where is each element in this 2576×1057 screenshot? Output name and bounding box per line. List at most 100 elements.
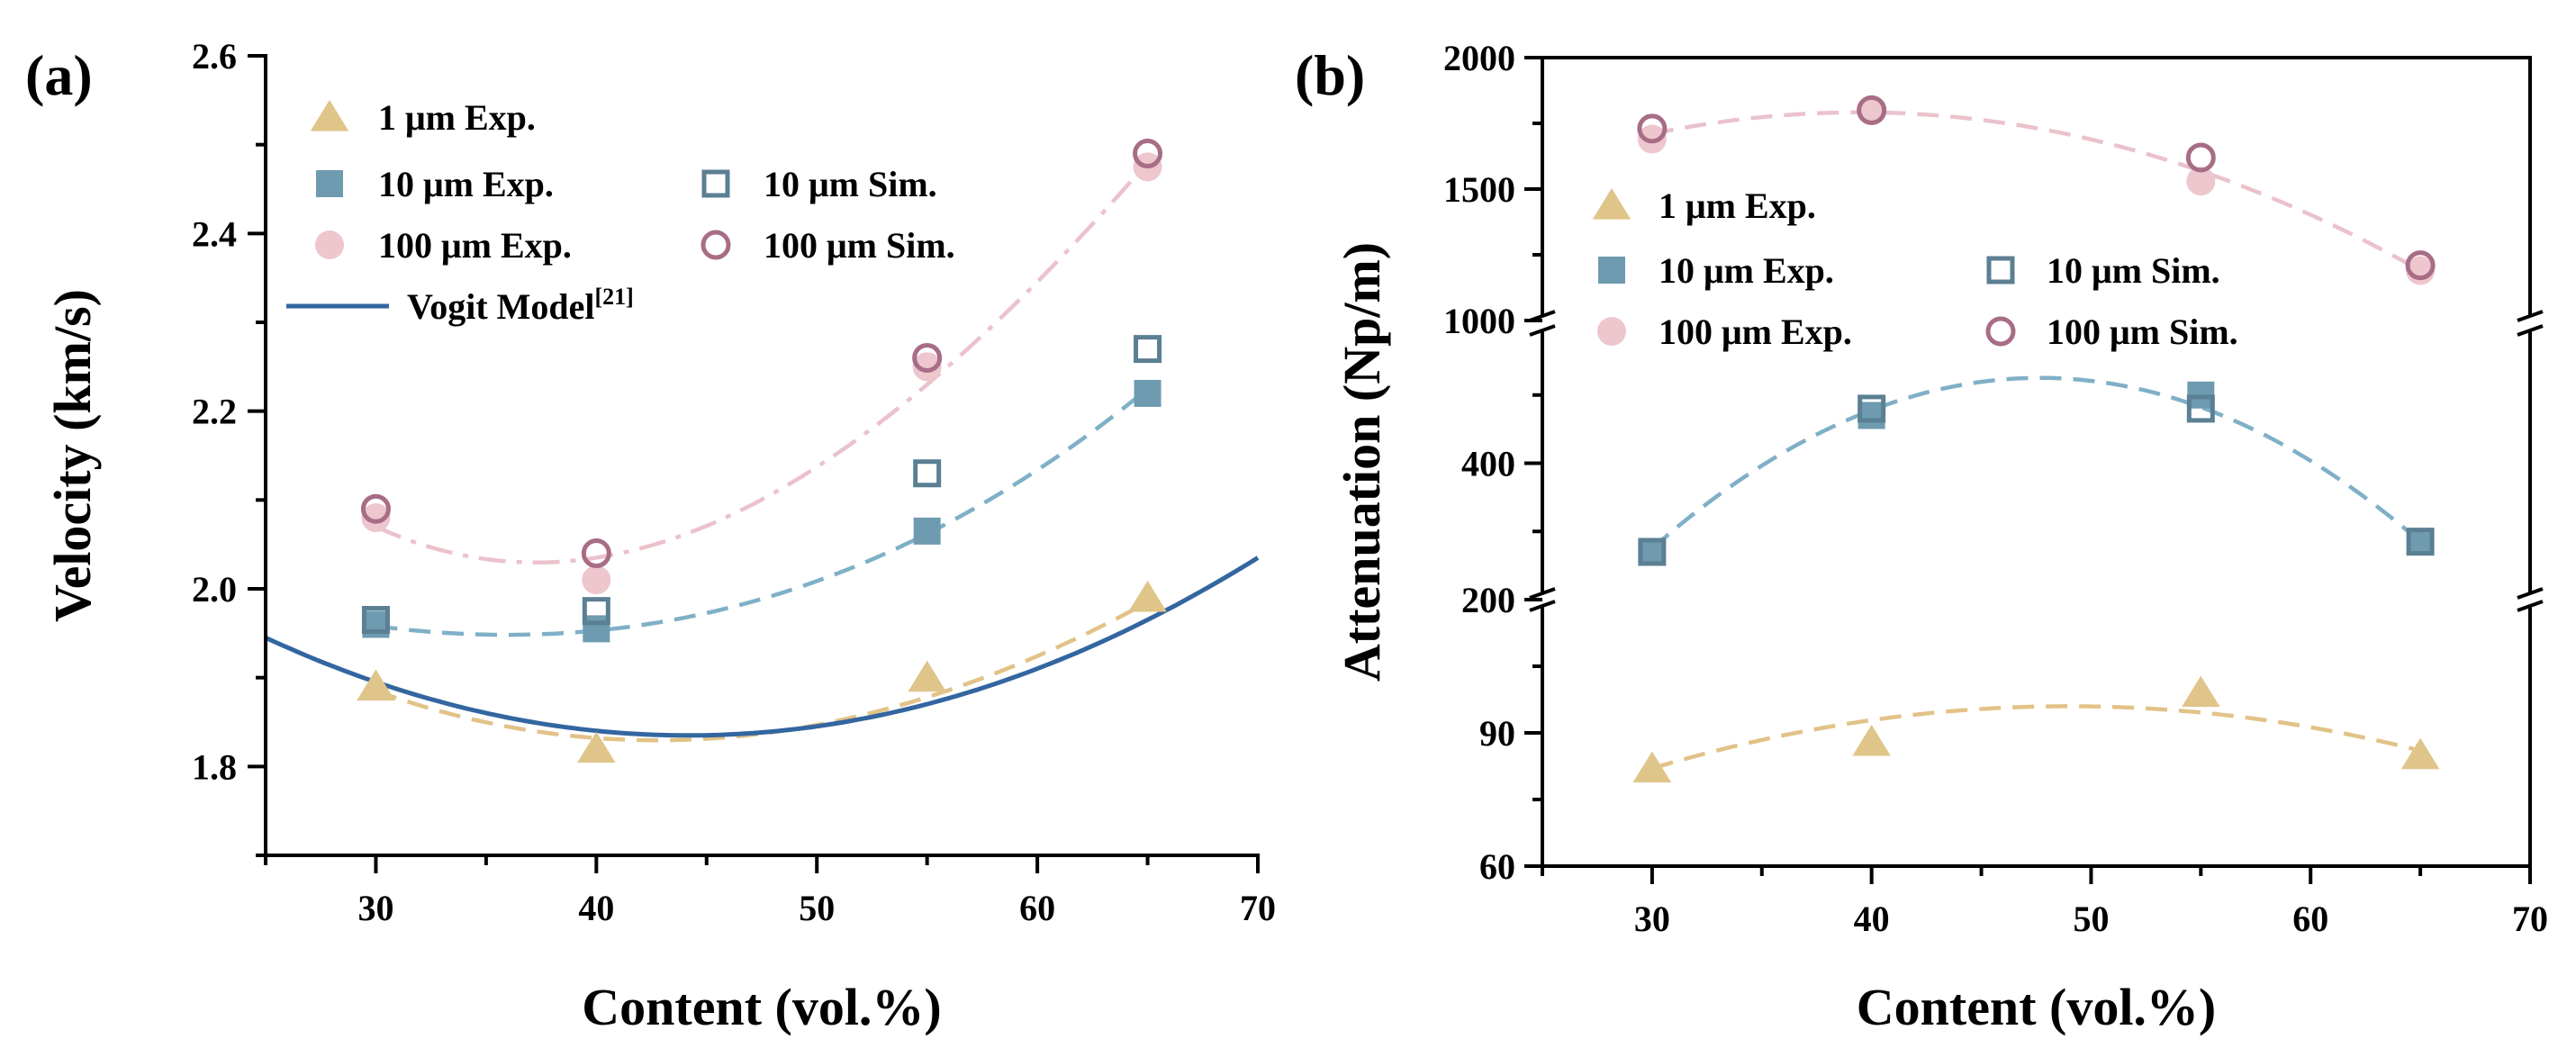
x-tick-label: 70	[2512, 899, 2548, 939]
fit-curve-fit_100um	[375, 160, 1150, 565]
legend-marker-exp_10um	[1598, 257, 1625, 284]
legend: 1 μm Exp. 10 μm Exp. 10 μm Sim. 100 μm Exp.…	[286, 97, 955, 327]
data-point-sim_100um	[2405, 250, 2436, 281]
fit-curve-fit_1um	[375, 600, 1149, 743]
legend-marker-exp_100um	[1597, 317, 1626, 346]
legend-label: 1 μm Exp.	[1659, 185, 1816, 226]
legend-marker-sim_100um	[700, 230, 731, 260]
fit-curve-fit_100um	[1651, 110, 2422, 273]
data-point-sim_100um	[2185, 142, 2216, 173]
x-axis-title: Content (vol.%)	[582, 978, 942, 1036]
panel-label: (a)	[25, 43, 93, 107]
data-point-sim_100um	[1133, 139, 1163, 169]
x-tick-label: 50	[2073, 899, 2109, 939]
x-tick-label: 60	[1019, 888, 1055, 928]
y-tick-label: 400	[1461, 444, 1515, 484]
legend: 1 μm Exp. 10 μm Exp. 10 μm Sim. 100 μm Exp.…	[1592, 185, 2238, 352]
y-tick-label: 2.6	[192, 36, 237, 77]
x-tick-label: 40	[1854, 899, 1890, 939]
data-point-exp_100um	[912, 352, 942, 382]
data-point-exp_100um	[1857, 95, 1886, 125]
x-tick-label: 70	[1240, 888, 1276, 928]
data-point-sim_100um	[1857, 95, 1887, 125]
y-tick-label: 1500	[1443, 169, 1515, 210]
legend-label: 10 μm Exp.	[378, 164, 554, 204]
data-point-exp_1um	[1852, 724, 1891, 756]
data-point-exp_1um	[357, 669, 395, 701]
fit-curve-fit_10um	[1650, 375, 2422, 550]
y-tick-label: 2.4	[192, 213, 237, 254]
data-point-exp_1um	[2182, 675, 2220, 708]
data-point-sim_100um	[1637, 113, 1668, 144]
legend-marker-sim_100um	[1985, 316, 2016, 347]
axis-break-mark	[1529, 587, 1556, 600]
legend-label: 10 μm Sim.	[2047, 250, 2220, 291]
y-tick-label: 1.8	[192, 746, 237, 787]
data-point-sim_100um	[912, 342, 943, 373]
fit-curve-fit_10um	[375, 387, 1150, 637]
data-point-exp_100um	[582, 565, 611, 595]
x-tick-label: 30	[357, 888, 393, 928]
data-point-sim_10um	[1134, 335, 1162, 364]
data-point-exp_1um	[908, 660, 946, 692]
data-point-exp_100um	[2186, 167, 2216, 196]
vogit-model-curve	[264, 556, 1260, 738]
legend-label: 100 μm Sim.	[2047, 312, 2238, 352]
data-point-sim_10um	[913, 459, 942, 488]
data-point-exp_1um	[577, 731, 616, 763]
axis-break-mark	[1529, 600, 1556, 612]
data-point-sim_10um	[361, 606, 390, 635]
panel-label: (b)	[1295, 43, 1365, 107]
y-tick-label: 60	[1479, 846, 1515, 887]
panel-a-velocity-chart: 30 40 50 60 70 1.8 2.0 2.2 2.4 2.6 Content (vol.%)…	[25, 36, 1276, 1036]
data-point-sim_100um	[360, 493, 391, 524]
y-tick-label: 1000	[1443, 301, 1515, 341]
legend-marker-sim_10um	[1986, 256, 2015, 285]
legend-label: 10 μm Exp.	[1659, 250, 1834, 291]
x-tick-label: 40	[578, 888, 614, 928]
legend-marker-exp_100um	[315, 230, 344, 259]
x-tick-label: 30	[1634, 899, 1670, 939]
panel-b-attenuation-chart: 30 40 50 60 70 60 90 200 400 1000 1500 2000 Content …	[1295, 38, 2548, 1036]
data-point-sim_10um	[1857, 394, 1886, 423]
data-point-exp_10um	[913, 517, 941, 545]
x-tick-label: 50	[799, 888, 835, 928]
data-point-exp_10um	[1857, 402, 1885, 429]
data-point-exp_10um	[1638, 538, 1666, 565]
legend-marker-exp_1um	[1592, 188, 1631, 220]
y-tick-label: 90	[1479, 713, 1515, 754]
y-tick-label: 2000	[1443, 38, 1515, 78]
data-point-exp_100um	[361, 503, 391, 533]
y-tick-label: 2.2	[192, 392, 237, 432]
data-point-sim_10um	[582, 597, 610, 626]
data-point-sim_10um	[2186, 394, 2215, 423]
data-point-exp_10um	[583, 615, 610, 643]
legend-label: 1 μm Exp.	[378, 97, 536, 138]
y-tick-label: 200	[1461, 580, 1515, 620]
axis-break-mark	[2517, 600, 2544, 612]
data-point-sim_10um	[1638, 538, 1667, 566]
legend-marker-exp_1um	[310, 100, 349, 131]
legend-marker-sim_10um	[701, 169, 730, 198]
legend-marker-exp_10um	[316, 170, 343, 197]
x-tick-label: 60	[2292, 899, 2328, 939]
axis-break-mark	[2517, 310, 2544, 322]
x-axis-title: Content (vol.%)	[1857, 978, 2217, 1036]
fit-curve-fit_1um	[1651, 704, 2421, 771]
axis-break-mark	[2517, 324, 2544, 337]
y-tick-label: 2.0	[192, 569, 237, 610]
data-point-sim_10um	[2406, 528, 2435, 556]
data-point-exp_1um	[1632, 751, 1672, 783]
legend-label: 100 μm Exp.	[378, 225, 572, 266]
axis-break-mark	[1529, 324, 1556, 337]
legend-label: 100 μm Sim.	[764, 225, 955, 266]
data-point-sim_100um	[581, 538, 611, 569]
data-point-exp_1um	[1128, 580, 1167, 612]
y-axis-title: Attenuation (Np/m)	[1333, 242, 1391, 682]
y-axis-title: Velocity (km/s)	[43, 289, 102, 622]
data-point-exp_1um	[2400, 737, 2440, 770]
data-point-exp_10um	[1134, 379, 1161, 407]
data-point-exp_10um	[2407, 528, 2435, 556]
legend-label: 10 μm Sim.	[764, 164, 937, 204]
